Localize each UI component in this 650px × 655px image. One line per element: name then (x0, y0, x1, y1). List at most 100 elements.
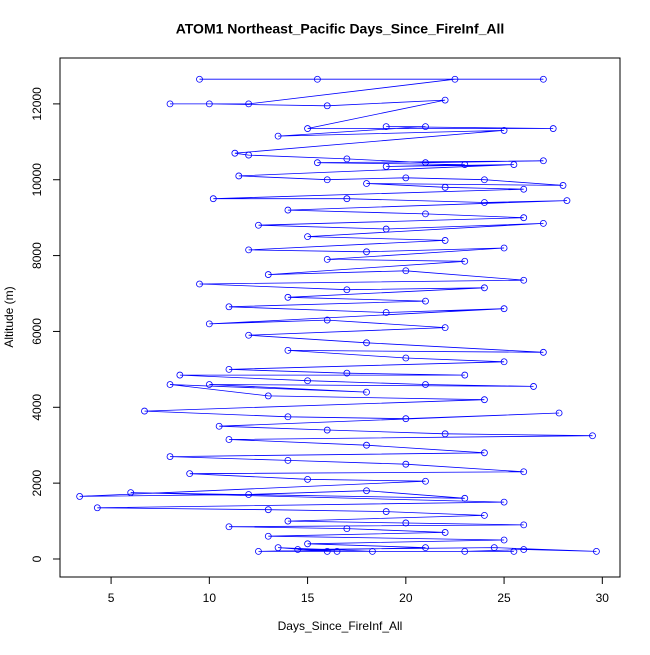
data-point (363, 388, 370, 396)
data-point (481, 199, 488, 206)
data-point (304, 475, 311, 483)
y-tick-label: 2000 (30, 469, 44, 496)
data-point (520, 214, 528, 222)
y-axis-title: Altitude (m) (2, 286, 16, 347)
data-point (304, 540, 311, 548)
data-point (245, 246, 253, 254)
data-point (422, 159, 429, 167)
data-point (422, 381, 429, 388)
data-point (500, 498, 508, 506)
data-point (402, 519, 410, 527)
data-point (422, 297, 429, 305)
data-point (481, 396, 488, 404)
data-point (209, 195, 217, 203)
data-point (176, 371, 184, 379)
data-point (284, 456, 292, 464)
data-point (284, 293, 292, 301)
x-tick-label: 30 (596, 591, 610, 605)
data-point (304, 233, 311, 241)
data-point (422, 210, 429, 218)
data-point (461, 161, 469, 168)
data-point (264, 506, 272, 514)
data-point (520, 521, 528, 529)
data-point (314, 75, 321, 83)
data-point (255, 548, 262, 555)
data-point (304, 125, 311, 132)
data-point (461, 548, 469, 555)
data-point (563, 197, 571, 204)
data-point (530, 383, 537, 390)
data-point (255, 221, 262, 229)
data-point (343, 195, 351, 203)
y-tick-label: 8000 (30, 242, 44, 269)
data-point (225, 523, 233, 531)
data-point (284, 206, 292, 214)
data-point (274, 544, 282, 552)
data-point (555, 409, 563, 417)
data-point (93, 504, 101, 512)
data-point (382, 508, 390, 515)
data-point (520, 468, 528, 476)
data-point (549, 125, 557, 132)
data-point (520, 185, 528, 193)
x-tick-label: 5 (108, 591, 115, 605)
data-point (323, 316, 331, 324)
data-point (481, 511, 488, 519)
data-point (559, 182, 567, 189)
data-point (264, 271, 272, 278)
data-point (363, 180, 370, 187)
data-point (127, 489, 135, 497)
data-point (382, 309, 390, 316)
data-point (333, 548, 341, 555)
data-point (539, 75, 547, 83)
data-point (245, 331, 253, 339)
data-point (441, 96, 449, 104)
data-point (304, 377, 311, 385)
y-tick-label: 10000 (30, 163, 44, 197)
data-point (441, 237, 449, 244)
data-point (294, 546, 302, 553)
data-point (441, 324, 449, 332)
data-point (481, 176, 488, 184)
data-point (402, 267, 410, 275)
data-point (500, 536, 508, 544)
data-point (205, 381, 213, 388)
data-point (323, 102, 331, 110)
plot-frame (59, 57, 621, 578)
data-point (402, 354, 410, 362)
chart-title: ATOM1 Northeast_Pacific Days_Since_FireI… (176, 21, 505, 37)
data-point (343, 286, 351, 294)
data-point (205, 100, 213, 108)
data-point (402, 460, 410, 468)
data-point (245, 491, 253, 498)
data-point (461, 371, 469, 379)
data-point (382, 123, 390, 131)
data-point (510, 548, 518, 555)
data-point (196, 280, 203, 288)
data-point (186, 470, 194, 478)
data-point (235, 172, 243, 180)
y-tick-label: 12000 (30, 87, 44, 121)
data-point (422, 544, 429, 552)
data-point (264, 392, 272, 400)
data-point (76, 493, 84, 500)
data-point (323, 176, 331, 184)
data-point (343, 155, 351, 163)
data-point (520, 276, 528, 284)
data-point (284, 517, 292, 525)
x-tick-label: 25 (497, 591, 511, 605)
x-tick-label: 20 (399, 591, 413, 605)
data-point (500, 358, 508, 366)
data-point (520, 546, 528, 553)
data-point (245, 100, 253, 108)
data-point (451, 75, 459, 83)
data-point (323, 426, 331, 434)
data-point (196, 75, 203, 83)
data-point (510, 161, 518, 168)
data-point (141, 407, 148, 415)
data-point (274, 132, 282, 140)
data-point (461, 257, 469, 265)
data-point (205, 320, 213, 328)
